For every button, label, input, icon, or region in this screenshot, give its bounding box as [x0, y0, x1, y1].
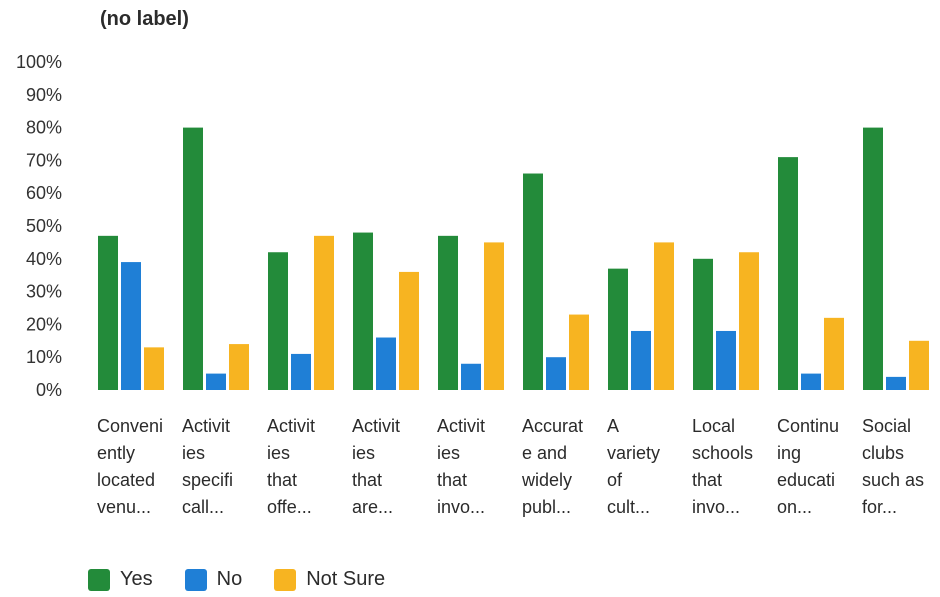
- bar-no[interactable]: [206, 374, 226, 390]
- y-tick-label: 80%: [26, 118, 62, 138]
- bar-not-sure[interactable]: [484, 242, 504, 390]
- y-tick-label: 70%: [26, 150, 62, 170]
- bar-chart: 0% 10% 20% 30% 40% 50% 60% 70% 80% 90% 100% Conveni…: [0, 0, 940, 560]
- y-tick-label: 20%: [26, 314, 62, 334]
- legend-item-not-sure[interactable]: Not Sure: [274, 568, 385, 591]
- bar-not-sure[interactable]: [654, 242, 674, 390]
- bar-no[interactable]: [716, 331, 736, 390]
- legend-label-not-sure: Not Sure: [306, 568, 385, 591]
- legend: Yes No Not Sure: [88, 568, 385, 591]
- bar-no[interactable]: [546, 357, 566, 390]
- bar-yes[interactable]: [438, 236, 458, 390]
- bar-no[interactable]: [291, 354, 311, 390]
- x-category-label: Activit ies that invo...: [437, 416, 485, 517]
- bar-yes[interactable]: [523, 174, 543, 390]
- bar-no[interactable]: [376, 338, 396, 390]
- bar-not-sure[interactable]: [229, 344, 249, 390]
- legend-item-yes[interactable]: Yes: [88, 568, 153, 591]
- bar-yes[interactable]: [693, 259, 713, 390]
- x-category-label: Activit ies that offe...: [267, 416, 315, 517]
- bar-yes[interactable]: [778, 157, 798, 390]
- legend-swatch-yes: [88, 569, 110, 591]
- bar-not-sure[interactable]: [144, 347, 164, 390]
- bar-not-sure[interactable]: [739, 252, 759, 390]
- x-category-label: Activit ies specifi call...: [182, 416, 233, 517]
- bar-not-sure[interactable]: [909, 341, 929, 390]
- y-tick-label: 50%: [26, 216, 62, 236]
- bar-not-sure[interactable]: [314, 236, 334, 390]
- bar-no[interactable]: [886, 377, 906, 390]
- y-tick-label: 10%: [26, 347, 62, 367]
- x-category-label: Continu ing educati on...: [777, 416, 839, 517]
- x-category-label: Local schools that invo...: [692, 416, 753, 517]
- bar-yes[interactable]: [183, 128, 203, 390]
- x-category-label: Activit ies that are...: [352, 416, 400, 517]
- bar-no[interactable]: [801, 374, 821, 390]
- bar-yes[interactable]: [608, 269, 628, 390]
- x-category-label: Conveni ently located venu...: [97, 416, 163, 517]
- y-tick-label: 100%: [16, 52, 62, 72]
- y-tick-label: 40%: [26, 249, 62, 269]
- legend-swatch-not-sure: [274, 569, 296, 591]
- bar-no[interactable]: [121, 262, 141, 390]
- bar-yes[interactable]: [268, 252, 288, 390]
- y-tick-label: 90%: [26, 85, 62, 105]
- x-category-label: Social clubs such as for...: [862, 416, 924, 517]
- bar-no[interactable]: [461, 364, 481, 390]
- x-category-label: Accurat e and widely publ...: [521, 416, 583, 517]
- bar-yes[interactable]: [863, 128, 883, 390]
- bar-not-sure[interactable]: [824, 318, 844, 390]
- y-tick-label: 30%: [26, 282, 62, 302]
- bar-yes[interactable]: [98, 236, 118, 390]
- legend-item-no[interactable]: No: [185, 568, 243, 591]
- legend-swatch-no: [185, 569, 207, 591]
- bar-yes[interactable]: [353, 233, 373, 390]
- legend-label-yes: Yes: [120, 568, 153, 591]
- bar-not-sure[interactable]: [569, 315, 589, 390]
- bar-no[interactable]: [631, 331, 651, 390]
- bar-not-sure[interactable]: [399, 272, 419, 390]
- y-tick-label: 60%: [26, 183, 62, 203]
- y-tick-label: 0%: [36, 380, 62, 400]
- legend-label-no: No: [217, 568, 243, 591]
